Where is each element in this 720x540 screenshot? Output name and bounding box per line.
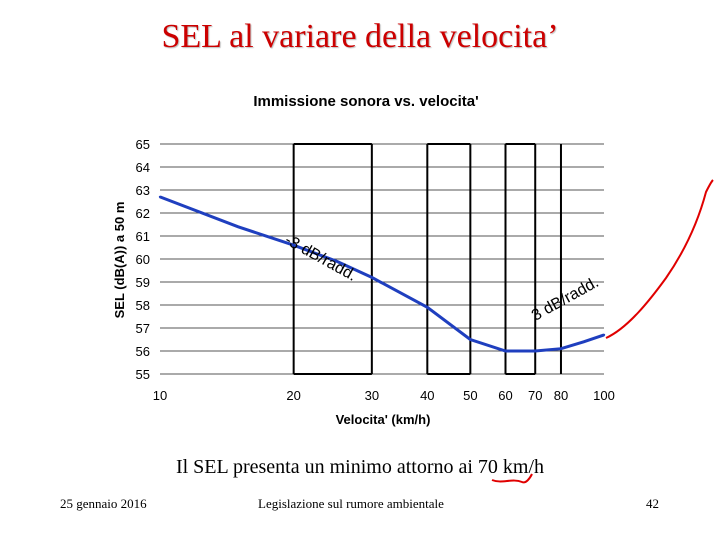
series-line <box>159 195 605 353</box>
data-point <box>602 333 606 337</box>
caption: Il SEL presenta un minimo attorno ai 70 … <box>175 456 545 478</box>
highlight-bars <box>292 143 562 375</box>
y-tick-label: 59 <box>136 275 150 290</box>
data-point <box>335 260 338 263</box>
slide-title: SEL al variare della velocita’ <box>161 18 559 55</box>
data-point <box>426 306 429 309</box>
x-tick-label: 40 <box>420 388 434 403</box>
y-axis-label: SEL (dB(A)) a 50 m <box>112 202 127 319</box>
y-tick-label: 60 <box>136 252 150 267</box>
page-number: 42 <box>646 496 659 511</box>
y-tick-labels: 55 56 57 58 59 60 61 62 63 64 65 <box>136 137 150 382</box>
x-tick-labels: 10 20 30 40 50 60 70 80 100 <box>153 388 615 403</box>
y-tick-label: 62 <box>136 206 150 221</box>
data-point <box>504 349 507 353</box>
data-point <box>559 347 563 350</box>
data-point <box>292 244 295 247</box>
x-tick-label: 70 <box>528 388 542 403</box>
chart-title: Immissione sonora vs. velocita' <box>253 93 478 110</box>
annotations: -3 dB/radd.3 dB/radd. <box>158 195 606 353</box>
data-point <box>158 195 162 199</box>
x-tick-label: 60 <box>498 388 512 403</box>
x-tick-label: 20 <box>286 388 300 403</box>
data-point <box>370 276 374 279</box>
y-tick-label: 58 <box>136 298 150 313</box>
data-point <box>582 340 585 343</box>
y-tick-label: 64 <box>136 160 150 175</box>
y-tick-label: 65 <box>136 137 150 152</box>
handwritten-red-curve <box>605 179 714 339</box>
y-tick-label: 57 <box>136 321 150 336</box>
data-point <box>534 349 537 353</box>
x-axis-label: Velocita' (km/h) <box>336 412 431 427</box>
grid <box>160 143 604 375</box>
x-tick-label: 100 <box>593 388 615 403</box>
footer-date: 25 gennaio 2016 <box>60 496 147 511</box>
x-tick-label: 10 <box>153 388 167 403</box>
footer-course: Legislazione sul rumore ambientale <box>258 496 444 511</box>
y-tick-label: 63 <box>136 183 150 198</box>
x-tick-label: 30 <box>365 388 379 403</box>
data-point <box>469 338 472 341</box>
y-tick-label: 56 <box>136 344 150 359</box>
y-tick-label: 55 <box>136 367 150 382</box>
data-point <box>236 225 240 228</box>
y-tick-label: 61 <box>136 229 150 244</box>
x-tick-label: 80 <box>554 388 568 403</box>
x-tick-label: 50 <box>463 388 477 403</box>
handwritten-underline <box>491 473 533 484</box>
